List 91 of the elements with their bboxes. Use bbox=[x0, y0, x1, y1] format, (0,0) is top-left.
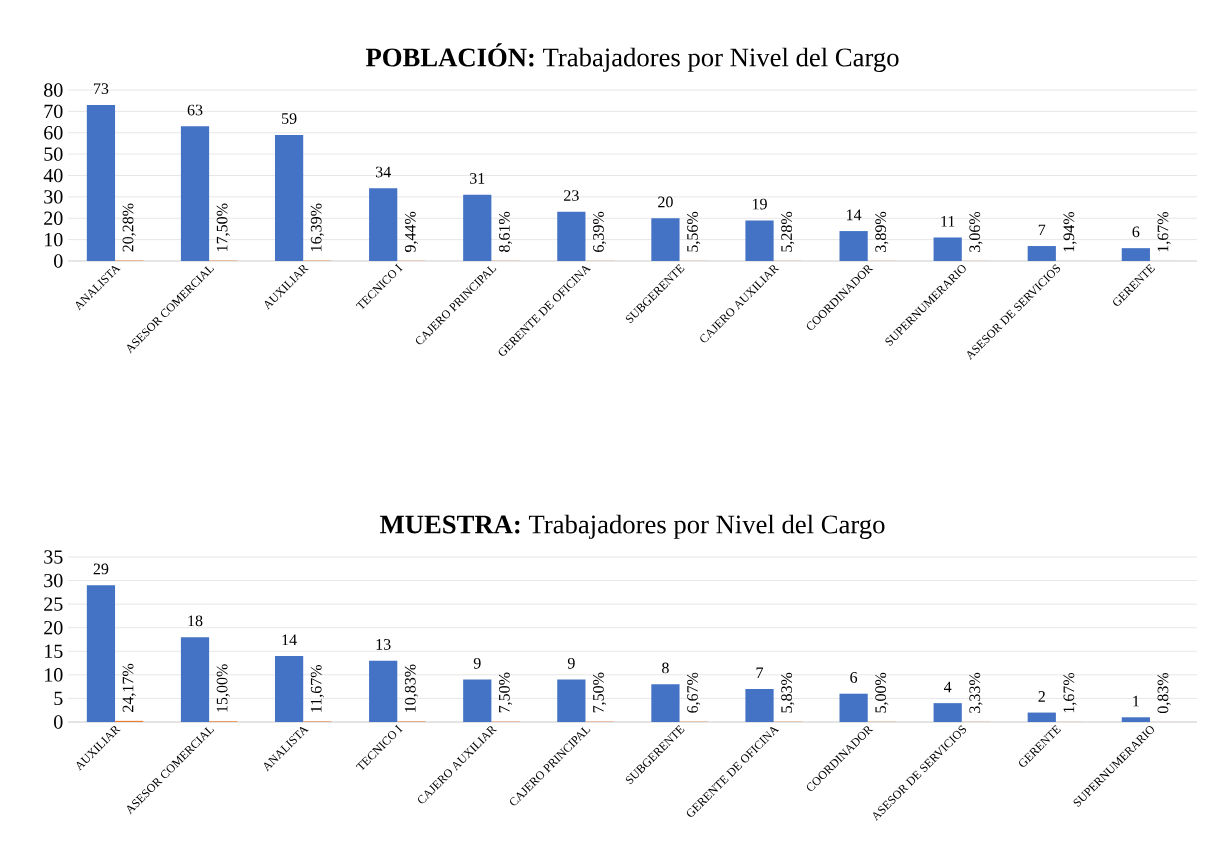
data-label: 6 bbox=[850, 672, 858, 683]
data-label: 5,83% bbox=[781, 672, 795, 713]
data-label: 16,39% bbox=[310, 203, 324, 251]
data-label: 11,67% bbox=[310, 665, 324, 712]
data-label: 29 bbox=[93, 563, 109, 575]
data-label: 34 bbox=[375, 166, 391, 178]
data-label: 3,06% bbox=[969, 211, 983, 252]
y-tick-label: 0 bbox=[54, 715, 63, 729]
data-label: 6,39% bbox=[593, 211, 607, 252]
bar bbox=[274, 656, 304, 722]
bar bbox=[933, 237, 962, 261]
data-label: 3,33% bbox=[969, 672, 983, 713]
data-label: 13 bbox=[376, 639, 391, 650]
data-label: 1,67% bbox=[1157, 211, 1171, 252]
data-label: 9 bbox=[567, 657, 575, 669]
data-label: 9 bbox=[473, 657, 481, 669]
y-tick-label: 50 bbox=[44, 147, 63, 161]
bar bbox=[1121, 248, 1150, 261]
bar bbox=[86, 585, 116, 722]
data-label: 6,67% bbox=[687, 672, 701, 713]
data-label: 9,44% bbox=[404, 211, 418, 253]
bar bbox=[1121, 717, 1150, 722]
y-tick-label: 40 bbox=[43, 168, 63, 183]
bar bbox=[557, 211, 586, 261]
y-tick-label: 15 bbox=[45, 644, 63, 658]
bar bbox=[557, 679, 586, 722]
data-label: 63 bbox=[187, 104, 203, 116]
data-label: 6 bbox=[1132, 226, 1140, 238]
y-tick-label: 80 bbox=[44, 83, 63, 97]
data-label: 73 bbox=[93, 83, 109, 95]
bar bbox=[839, 231, 868, 261]
bar bbox=[86, 104, 116, 261]
bar bbox=[839, 693, 868, 722]
data-label: 20,28% bbox=[122, 203, 136, 252]
bar bbox=[651, 218, 680, 261]
data-label: 18 bbox=[188, 615, 203, 627]
bar bbox=[745, 689, 774, 722]
bar bbox=[180, 637, 210, 722]
data-label: 7 bbox=[756, 667, 764, 679]
data-label: 14 bbox=[847, 209, 862, 221]
data-label: 7,50% bbox=[593, 672, 607, 713]
data-label: 8 bbox=[662, 662, 669, 674]
data-label: 1 bbox=[1133, 695, 1139, 707]
data-label: 4 bbox=[944, 681, 952, 693]
y-tick-label: 5 bbox=[54, 691, 63, 706]
bar bbox=[180, 126, 210, 261]
data-label: 19 bbox=[752, 198, 767, 210]
bar bbox=[1027, 712, 1056, 722]
data-label: 59 bbox=[282, 113, 297, 124]
y-tick-label: 35 bbox=[44, 550, 63, 564]
data-label: 3,89% bbox=[875, 211, 889, 252]
data-label: 10,83% bbox=[404, 664, 418, 712]
data-label: 0,83% bbox=[1157, 672, 1171, 714]
y-tick-label: 20 bbox=[44, 620, 63, 635]
y-tick-label: 25 bbox=[44, 597, 63, 611]
data-label: 5,28% bbox=[781, 211, 795, 252]
y-tick-label: 60 bbox=[44, 126, 63, 140]
data-label: 23 bbox=[564, 190, 579, 201]
y-tick-label: 70 bbox=[44, 104, 63, 119]
data-label: 8,61% bbox=[498, 211, 513, 252]
y-tick-label: 10 bbox=[45, 232, 63, 247]
y-tick-label: 30 bbox=[44, 190, 63, 204]
data-label: 1,94% bbox=[1063, 211, 1077, 252]
bar bbox=[369, 660, 398, 722]
data-label: 24,17% bbox=[122, 663, 136, 712]
data-label: 5,56% bbox=[687, 211, 701, 252]
data-label: 20 bbox=[658, 196, 673, 208]
data-label: 11 bbox=[941, 215, 955, 227]
data-label: 15,00% bbox=[216, 664, 230, 712]
data-label: 5,00% bbox=[875, 672, 889, 713]
data-label: 7,50% bbox=[498, 672, 513, 713]
data-label: 1,67% bbox=[1063, 672, 1077, 713]
y-tick-label: 0 bbox=[54, 254, 63, 268]
y-tick-label: 20 bbox=[44, 211, 63, 225]
bar bbox=[369, 188, 398, 261]
chart-title: POBLACIÓN: Trabajadores por Nivel del Cargo bbox=[365, 43, 899, 72]
chart-title: MUESTRA: Trabajadores por Nivel del Cargo bbox=[380, 514, 885, 539]
data-label: 31 bbox=[470, 173, 485, 184]
y-tick-label: 30 bbox=[44, 573, 63, 588]
bar bbox=[463, 679, 492, 722]
data-label: 2 bbox=[1038, 691, 1045, 702]
bar bbox=[274, 134, 304, 261]
bar bbox=[1027, 246, 1056, 261]
bar bbox=[933, 703, 962, 722]
bar bbox=[463, 194, 492, 261]
data-label: 14 bbox=[282, 634, 297, 646]
y-tick-label: 10 bbox=[45, 668, 63, 682]
bar bbox=[651, 684, 680, 722]
data-label: 7 bbox=[1038, 224, 1046, 236]
data-label: 17,50% bbox=[216, 203, 230, 251]
bar bbox=[745, 220, 774, 261]
